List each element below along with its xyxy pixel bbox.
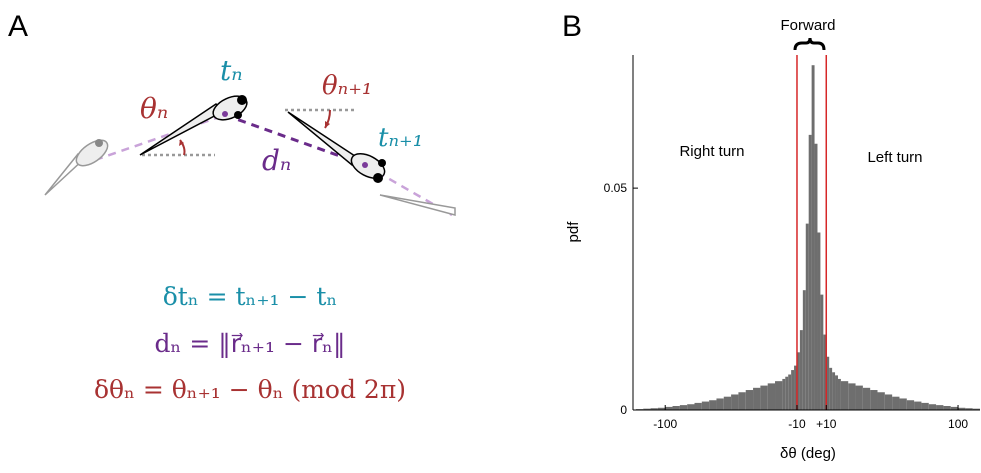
bar [892, 396, 900, 410]
bar [767, 383, 776, 410]
label-theta-n: θₙ [140, 92, 168, 125]
equation: δtₙ = tₙ₊₁ − tₙ [163, 282, 338, 311]
bar [796, 352, 800, 410]
bar [785, 376, 789, 410]
bar [928, 404, 937, 410]
bar [694, 402, 702, 410]
bar [731, 394, 739, 410]
bar [972, 408, 980, 410]
bar [958, 407, 966, 410]
bar [709, 400, 717, 410]
bar [782, 378, 786, 410]
trajectory-diagram [44, 95, 456, 217]
annotation: Left turn [867, 149, 922, 166]
bar [820, 294, 824, 410]
bar [760, 385, 768, 410]
bar [701, 401, 710, 410]
bar [884, 394, 893, 410]
bar [802, 290, 806, 410]
bar [950, 406, 959, 410]
bar [811, 65, 815, 411]
bar [870, 390, 878, 410]
annotation: Right turn [679, 143, 744, 160]
bar [826, 356, 830, 410]
bar [823, 334, 827, 410]
bar [794, 365, 797, 410]
bar [832, 372, 836, 410]
bar [679, 405, 688, 410]
bar [914, 401, 922, 410]
label-d-n: dₙ [262, 144, 291, 177]
bar [936, 405, 944, 410]
label-t-n: tₙ [220, 54, 243, 87]
bar [753, 387, 761, 410]
bar [687, 404, 695, 410]
bar [840, 381, 849, 410]
bar [899, 398, 907, 410]
brace [793, 37, 826, 51]
bar [716, 398, 724, 410]
bar [650, 408, 658, 410]
y-tick-label: 0.05 [604, 181, 628, 195]
equation: δθₙ = θₙ₊₁ − θₙ (mod 2π) [94, 375, 406, 404]
panel-label: A [8, 10, 28, 43]
bar [738, 392, 746, 410]
label-theta-n1: θₙ₊₁ [322, 71, 372, 101]
bar [906, 400, 915, 410]
bar [965, 408, 973, 410]
bar [877, 392, 885, 410]
bar [814, 143, 818, 410]
y-axis-label: pdf [565, 221, 582, 243]
bar [665, 406, 673, 410]
bar [791, 370, 795, 410]
annotation: Forward [780, 17, 835, 34]
bar [799, 330, 803, 410]
label-t-n1: tₙ₊₁ [378, 123, 423, 153]
bar [855, 385, 863, 410]
bar [829, 367, 833, 410]
bar [848, 383, 856, 410]
bar [862, 387, 871, 410]
bar [943, 406, 951, 410]
bar [817, 232, 821, 410]
x-tick-label: 100 [948, 417, 968, 431]
panel-label: B [562, 10, 582, 43]
bar [672, 406, 680, 410]
bar [921, 402, 929, 410]
x-axis-label: δθ (deg) [780, 445, 836, 462]
bar [788, 374, 792, 410]
equation: dₙ = ‖r⃗ₙ₊₁ − r⃗ₙ‖ [155, 329, 346, 359]
bar [723, 396, 732, 410]
bar [745, 390, 754, 410]
bar [775, 381, 783, 410]
x-tick-label: -10 [788, 417, 806, 431]
bar [805, 223, 809, 410]
bar [643, 408, 651, 410]
y-tick-label: 0 [620, 403, 627, 417]
bar [837, 378, 841, 410]
bar [808, 134, 812, 410]
x-tick-label: +10 [816, 417, 837, 431]
bar [835, 375, 838, 410]
x-tick-label: -100 [653, 417, 677, 431]
bar [657, 407, 666, 410]
